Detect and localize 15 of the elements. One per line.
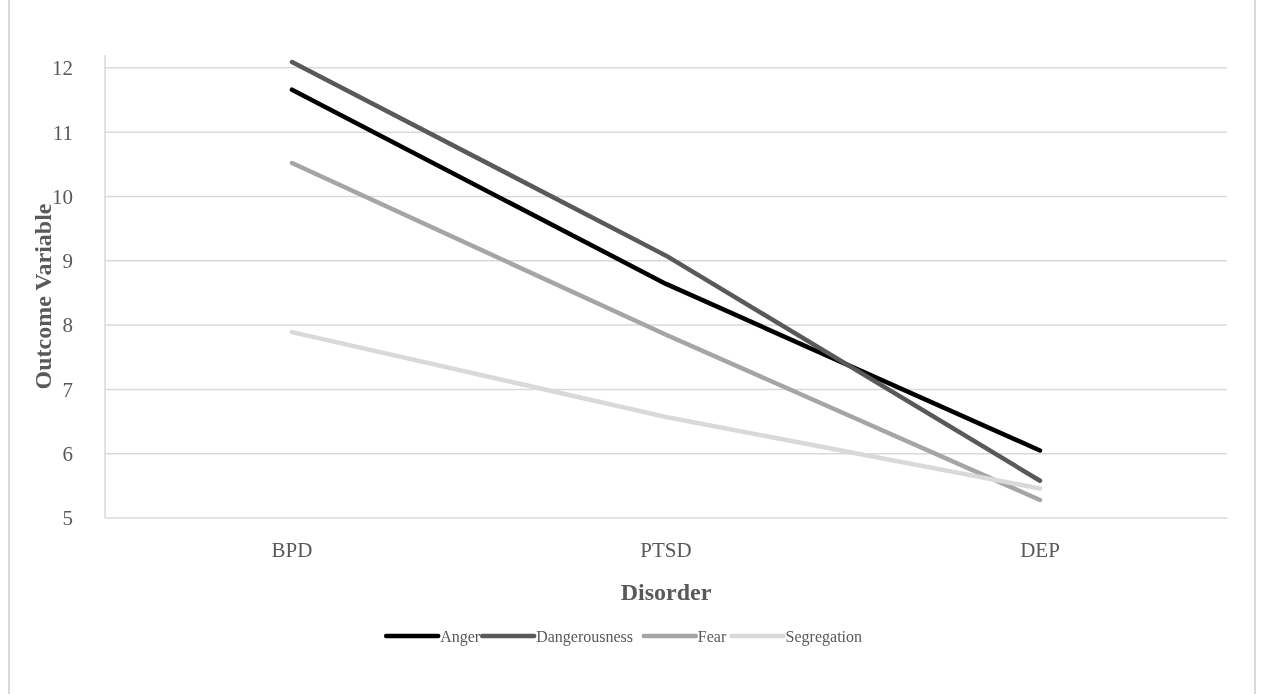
y-tick-label: 9 xyxy=(62,249,73,274)
legend-label: Fear xyxy=(697,627,727,645)
y-tick-label: 7 xyxy=(62,377,73,402)
legend-label: Dangerousness xyxy=(536,627,634,646)
x-axis-title: Disorder xyxy=(620,579,712,606)
x-tick-label: DEP xyxy=(1020,538,1060,563)
y-tick-label: 11 xyxy=(52,120,73,145)
y-tick-label: 5 xyxy=(62,506,73,531)
legend-label: Segregation xyxy=(785,627,863,646)
y-tick-label: 12 xyxy=(52,56,73,81)
legend-label: Anger xyxy=(440,627,481,646)
x-tick-label: PTSD xyxy=(640,538,692,563)
y-tick-label: 6 xyxy=(62,442,73,467)
x-tick-label: BPD xyxy=(271,538,313,563)
y-tick-label: 8 xyxy=(62,313,73,338)
